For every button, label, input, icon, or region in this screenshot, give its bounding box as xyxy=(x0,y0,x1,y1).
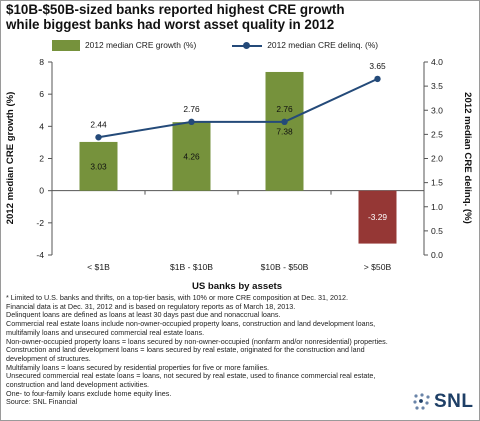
footnote-line: Multifamily loans = loans secured by res… xyxy=(6,362,270,372)
y-tick-label: 2 xyxy=(39,154,44,164)
bar xyxy=(172,122,211,191)
legend-line-swatch xyxy=(232,40,263,51)
y-tick-label: 4 xyxy=(39,121,44,131)
line-point xyxy=(374,75,381,83)
bar-data-label: -3.29 xyxy=(368,212,387,222)
y-tick-label: 6 xyxy=(39,89,44,99)
x-tick-label: $10B - $50B xyxy=(261,262,309,272)
footnote-line: * Limited to U.S. banks and thrifts, on … xyxy=(6,293,348,302)
bar-data-label: 7.38 xyxy=(276,126,293,136)
snl-logo-text: SNL xyxy=(434,391,474,412)
legend-bar-swatch xyxy=(52,39,80,51)
x-tick-label: < $1B xyxy=(87,262,110,272)
line-point xyxy=(281,118,288,126)
bar xyxy=(79,141,118,191)
footnote-line: Source: SNL Financial xyxy=(6,397,78,407)
y2-tick-label: 1.0 xyxy=(431,202,443,212)
y2-tick-label: 4.0 xyxy=(431,57,443,67)
y2-axis-title: 2012 median CRE delinq. (%) xyxy=(462,92,473,224)
chart-title: $10B-$50B-sized banks reported highest C… xyxy=(6,2,474,32)
bar-data-label: 4.26 xyxy=(183,151,200,161)
line-data-label: 3.65 xyxy=(369,61,386,71)
bar-data-label: 3.03 xyxy=(90,161,107,171)
legend: 2012 median CRE growth (%) 2012 median C… xyxy=(52,36,378,54)
legend-line-label: 2012 median CRE delinq. (%) xyxy=(267,40,379,50)
x-axis-title: US banks by assets xyxy=(192,281,282,292)
title-line-2: while biggest banks had worst asset qual… xyxy=(6,17,335,32)
legend-bar-label: 2012 median CRE growth (%) xyxy=(85,40,197,50)
footnote-line: One- to four-family loans exclude home e… xyxy=(6,388,172,398)
snl-logo: SNL xyxy=(412,390,474,414)
line-point xyxy=(95,134,102,141)
bar xyxy=(265,71,304,191)
plot-area: 8 6 4 2 0 -2 -4 4.0 3.5 3.0 2.5 2.0 1.5 1.0 0.5 0.0 < $1… xyxy=(36,57,443,272)
y2-tick-label: 1.5 xyxy=(431,178,443,188)
footnote-line: Construction and land development loans … xyxy=(6,345,365,363)
line-data-label: 2.44 xyxy=(90,119,107,129)
delinquency-line xyxy=(98,77,378,139)
line-point xyxy=(188,118,195,126)
y-tick-label: 0 xyxy=(39,186,44,196)
footnotes: * Limited to U.S. banks and thrifts, on … xyxy=(6,293,406,407)
footnote-line: Commercial real estate loans include non… xyxy=(6,319,376,337)
footnote-line: Unsecured commercial real estate loans =… xyxy=(6,371,376,390)
y2-tick-label: 2.0 xyxy=(431,154,443,164)
line-data-label: 2.76 xyxy=(183,104,200,114)
footnote-line: Non-owner-occupied property loans = loan… xyxy=(6,336,388,346)
y2-tick-label: 0.0 xyxy=(431,250,443,260)
y-tick-label: -2 xyxy=(36,218,44,228)
line-data-label: 2.76 xyxy=(276,104,293,114)
snl-logo-icon xyxy=(413,393,430,410)
y2-tick-label: 0.5 xyxy=(431,226,443,236)
x-tick-label: $1B - $10B xyxy=(170,262,213,272)
y2-tick-label: 2.5 xyxy=(431,129,443,139)
footnote-line: Financial data is at Dec. 31, 2012 and i… xyxy=(6,301,296,311)
y-tick-label: 8 xyxy=(39,57,44,67)
y2-tick-label: 3.5 xyxy=(431,81,443,91)
title-line-1: $10B-$50B-sized banks reported highest C… xyxy=(6,2,345,17)
y-tick-label: -4 xyxy=(36,250,44,260)
x-tick-label: > $50B xyxy=(364,262,392,272)
y-axis-title: 2012 median CRE growth (%) xyxy=(5,92,16,225)
bar xyxy=(358,190,397,244)
y2-tick-label: 3.0 xyxy=(431,105,443,115)
footnote-line: Delinquent loans are defined as loans at… xyxy=(6,310,281,320)
